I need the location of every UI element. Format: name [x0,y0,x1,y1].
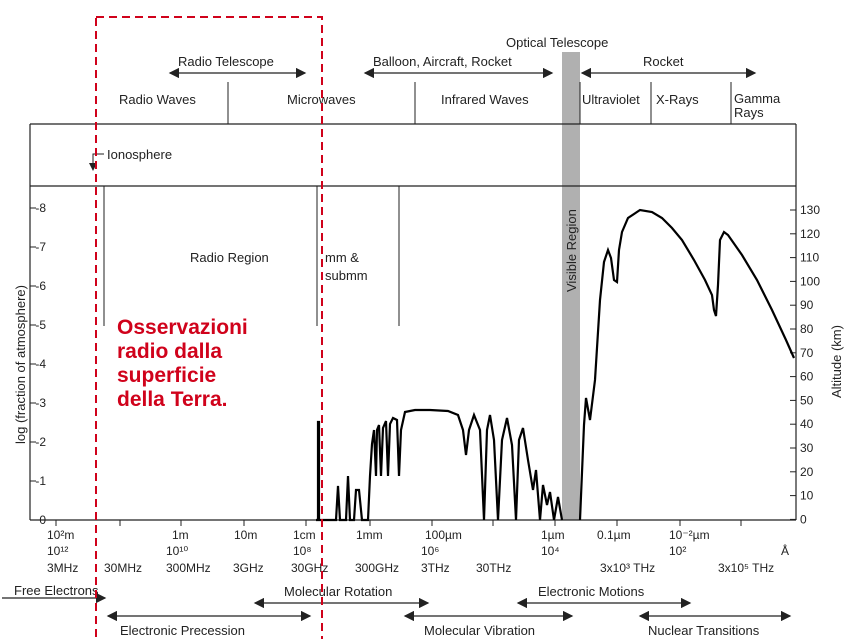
freq-tick: 3x10⁵ THz [718,561,774,575]
hz-power-row: 10¹² 10¹⁰ 10⁸ 10⁶ 10⁴ 10² [47,544,686,558]
hz-tick: 10¹² [47,544,68,558]
freq-tick: 30THz [476,561,511,575]
electronic-precession-label: Electronic Precession [120,623,245,638]
note-line: della Terra. [117,388,228,411]
radio-region-label: Radio Region [190,250,269,265]
left-tick-label: -4 [35,357,46,371]
frequency-row: 3MHz 30MHz 300MHz 3GHz 30GHz 300GHz 3THz… [47,561,774,575]
right-tick-label: 110 [800,251,819,265]
freq-tick: 3GHz [233,561,264,575]
right-tick-label: 10 [800,489,814,503]
surface-observation-note: Osservazioni radio dalla superficie dell… [117,316,248,412]
band-xrays: X-Rays [656,92,699,107]
freq-tick: 30MHz [104,561,142,575]
ionosphere-arrow [89,153,104,171]
freq-tick: 30GHz [291,561,328,575]
right-tick-label: 90 [800,298,814,312]
optical-telescope-label: Optical Telescope [506,35,608,50]
mm-label-1: mm & [325,250,359,265]
note-line: Osservazioni [117,316,248,339]
molecular-vibration-label: Molecular Vibration [424,623,535,638]
visible-region-label: Visible Region [564,209,579,292]
rocket-label: Rocket [643,54,684,69]
uv-curve [578,208,796,521]
angstrom-label: Å [781,543,789,558]
wl-tick: 1cm [293,528,316,542]
right-tick-label: 30 [800,441,814,455]
nuclear-transitions-label: Nuclear Transitions [648,623,760,638]
left-tick-label: -5 [35,318,46,332]
wl-tick: 1mm [356,528,383,542]
right-tick-label: 100 [800,274,820,288]
wl-tick: 1µm [541,528,565,542]
band-gamma-2: Rays [734,105,764,120]
left-axis-label: log (fraction of atmosphere) [13,285,28,444]
right-tick-label: 50 [800,393,814,407]
band-microwaves: Microwaves [287,92,356,107]
hz-tick: 10¹⁰ [166,544,188,558]
radio-surface-box [95,16,323,639]
radio-telescope-label: Radio Telescope [178,54,274,69]
wl-tick: 10m [234,528,257,542]
wl-tick: 100µm [425,528,462,542]
wavelength-row: 10²m 1m 10m 1cm 1mm 100µm 1µm 0.1µm 10⁻²… [47,528,710,542]
freq-tick: 300MHz [166,561,211,575]
bottom-axis-ticks [55,520,742,526]
right-tick-label: 120 [800,227,820,241]
right-tick-label: 130 [800,203,820,217]
hz-tick: 10⁶ [421,544,439,558]
wl-tick: 10²m [47,528,74,542]
atmosphere-curve [316,408,564,522]
visible-region-band [562,52,580,520]
ionosphere-label: Ionosphere [107,147,172,162]
band-gamma-1: Gamma [734,91,781,106]
right-axis-label: Altitude (km) [829,325,844,398]
mm-label-2: submm [325,268,368,283]
wl-tick: 0.1µm [597,528,631,542]
electronic-motions-label: Electronic Motions [538,584,645,599]
right-tick-label: 80 [800,322,814,336]
hz-tick: 10⁴ [541,544,560,558]
molecular-rotation-label: Molecular Rotation [284,584,392,599]
band-ultraviolet: Ultraviolet [582,92,640,107]
hz-tick: 10⁸ [293,544,311,558]
left-tick-label: 0 [39,513,46,527]
wl-tick: 1m [172,528,189,542]
right-tick-label: 70 [800,346,814,360]
freq-tick: 3x10³ THz [600,561,655,575]
note-line: radio dalla [117,340,223,363]
right-tick-label: 0 [800,512,807,526]
freq-tick: 3THz [421,561,450,575]
left-tick-label: -3 [35,396,46,410]
right-tick-label: 60 [800,370,814,384]
left-tick-label: -8 [35,201,46,215]
note-line: superficie [117,364,217,387]
hz-tick: 10² [669,544,686,558]
left-tick-label: -7 [35,240,46,254]
free-electrons-label: Free Electrons [14,583,99,598]
freq-tick: 300GHz [355,561,399,575]
left-tick-label: -2 [35,435,46,449]
left-axis-ticks: -8 -7 -6 -5 -4 -3 -2 -1 0 [30,201,46,527]
freq-tick: 3MHz [47,561,78,575]
band-infrared: Infrared Waves [441,92,529,107]
left-tick-label: -1 [35,474,46,488]
left-tick-label: -6 [35,279,46,293]
band-radio-waves: Radio Waves [119,92,196,107]
wl-tick: 10⁻²µm [669,528,710,542]
right-tick-label: 20 [800,465,814,479]
balloon-label: Balloon, Aircraft, Rocket [373,54,512,69]
right-tick-label: 40 [800,417,814,431]
